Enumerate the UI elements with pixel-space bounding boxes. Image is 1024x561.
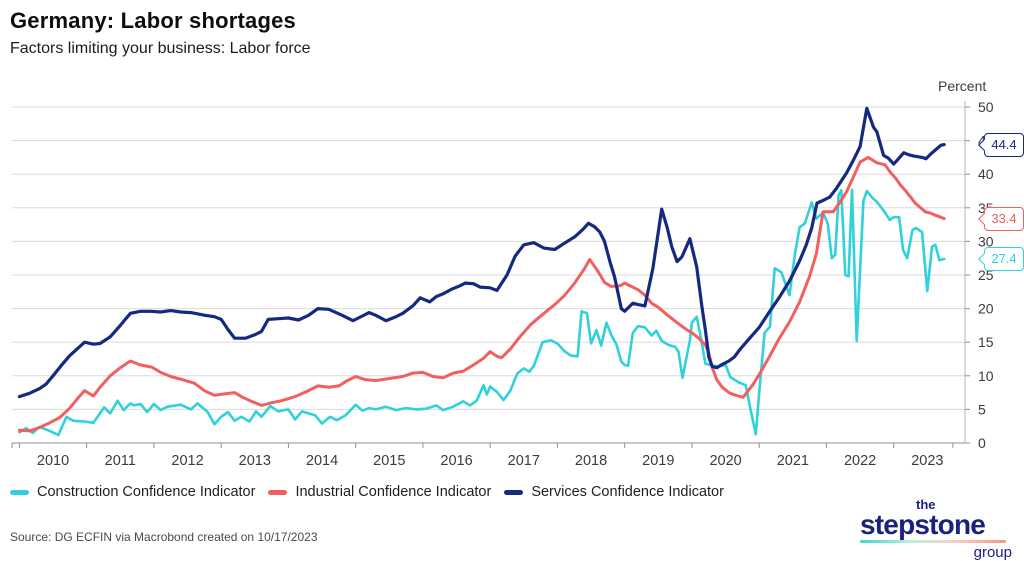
legend-item-services: Services Confidence Indicator [504, 484, 724, 500]
services-series-swatch-icon [504, 489, 524, 495]
end-value-callout: 27.4 [978, 246, 1024, 271]
end-value-callout: 44.4 [978, 132, 1024, 157]
legend-label: Construction Confidence Indicator [37, 484, 256, 500]
logo-text-group: group [973, 544, 1012, 561]
end-value-callout: 33.4 [978, 206, 1024, 231]
header: Germany: Labor shortages Factors limitin… [10, 8, 311, 58]
legend-item-industrial: Industrial Confidence Indicator [268, 484, 491, 500]
source-note: Source: DG ECFIN via Macrobond created o… [10, 530, 318, 544]
industrial-series-swatch-icon [268, 489, 288, 495]
legend-item-construction: Construction Confidence Indicator [10, 484, 255, 500]
logo-text-the: the [916, 497, 936, 512]
logo-text-stepstone: stepstone [860, 509, 986, 540]
legend-label: Industrial Confidence Indicator [295, 484, 492, 500]
y-axis-unit-label: Percent [938, 78, 987, 94]
stepstone-group-logo: the stepstone group [860, 497, 1012, 561]
legend: Construction Confidence Indicator Indust… [10, 484, 724, 500]
construction-series-swatch-icon [10, 489, 29, 495]
page-title: Germany: Labor shortages [10, 8, 296, 33]
page-subtitle: Factors limiting your business: Labor fo… [10, 40, 311, 57]
logo-gradient-underline [860, 540, 1006, 543]
legend-label: Services Confidence Indicator [531, 484, 724, 500]
